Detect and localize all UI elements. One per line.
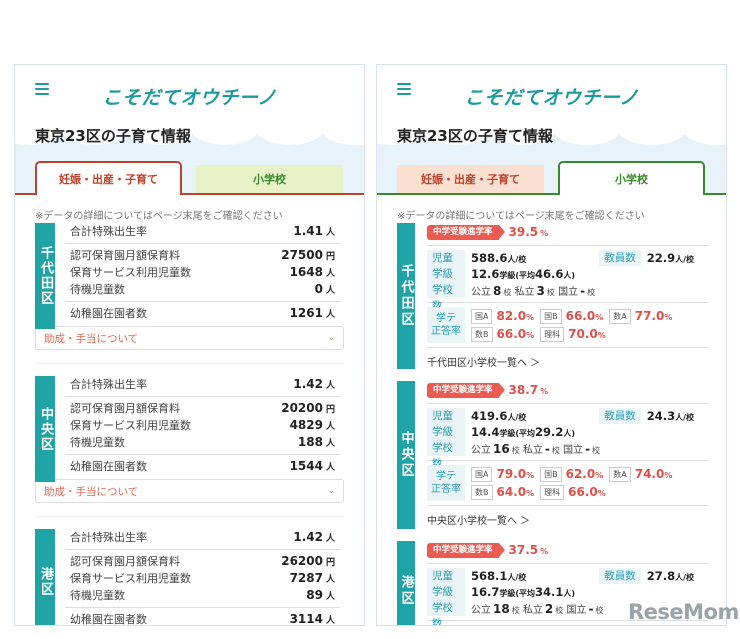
stat-row: 保育サービス利用児童数 1648 人 [70, 265, 335, 279]
tab-bar: 妊娠・出産・子育て 小学校 [15, 161, 364, 195]
tab-childcare[interactable]: 妊娠・出産・子育て [397, 165, 544, 193]
stat-row: 幼稚園在園者数 1261 人 [70, 306, 335, 320]
stat-row: 待機児童数 0 人 [70, 282, 335, 296]
ward-label: 中央区 [397, 381, 415, 529]
tab-childcare[interactable]: 妊娠・出産・子育て [35, 161, 182, 195]
chevron-down-icon: ⌄ [327, 486, 335, 496]
ward-label: 中央区 [35, 376, 55, 482]
exam-rate-badge: 中学受験進学率 [427, 224, 504, 240]
logo[interactable]: こそだてオウチーノ [464, 87, 639, 109]
childcare-screen: こそだてオウチーノ 東京23区の子育て情報 妊娠・出産・子育て 小学校 ※データ… [14, 64, 365, 626]
header: こそだてオウチーノ 東京23区の子育て情報 妊娠・出産・子育て 小学校 [15, 65, 364, 195]
elementary-screen: こそだてオウチーノ 東京23区の子育て情報 妊娠・出産・子育て 小学校 ※データ… [376, 64, 727, 626]
ward-block-chiyoda: 千代田区 合計特殊出生率 1.41 人 認可保育園月額保育料 27500 円 保育サービ… [35, 223, 344, 350]
tab-bar: 妊娠・出産・子育て 小学校 [377, 161, 726, 195]
data-note: ※データの詳細についてはページ末尾をご確認ください [397, 211, 645, 222]
tab-elementary[interactable]: 小学校 [558, 161, 705, 195]
ward-block-minato: 港区 合計特殊出生率 1.42 人 認可保育園月額保育料 26200 円 保育サービス利… [35, 529, 344, 625]
tab-elementary[interactable]: 小学校 [196, 165, 343, 193]
stat-row: 認可保育園月額保育料 27500 円 [70, 248, 335, 262]
ward-label: 千代田区 [35, 223, 55, 329]
chevron-down-icon: ⌄ [327, 333, 335, 343]
stat-row: 合計特殊出生率 1.41 人 [70, 224, 335, 238]
hamburger-menu-icon[interactable] [397, 83, 411, 95]
ward-label: 港区 [35, 529, 55, 625]
ward-label: 港区 [397, 541, 415, 625]
hamburger-menu-icon[interactable] [35, 83, 49, 95]
page-title: 東京23区の子育て情報 [397, 127, 553, 145]
logo[interactable]: こそだてオウチーノ [102, 87, 277, 109]
subsidy-accordion[interactable]: 助成・手当について ⌄ [35, 479, 344, 503]
header: こそだてオウチーノ 東京23区の子育て情報 妊娠・出産・子育て 小学校 [377, 65, 726, 195]
resemom-watermark: ReseMom [628, 600, 739, 624]
page-title: 東京23区の子育て情報 [35, 127, 191, 145]
ward-label: 千代田区 [397, 223, 415, 369]
data-note: ※データの詳細についてはページ末尾をご確認ください [35, 211, 283, 222]
test-scores: 学テ 正答率 国A 82.0% 国B 66.0% 数A 77.0% 数B 66.0% 理科 70.… [427, 307, 708, 343]
subsidy-accordion[interactable]: 助成・手当について ⌄ [35, 326, 344, 350]
school-list-link[interactable]: 千代田区小学校一覧へ ＞ [427, 358, 541, 369]
school-list-link[interactable]: 中央区小学校一覧へ ＞ [427, 516, 531, 527]
ward-block-chuo: 中央区 合計特殊出生率 1.42 人 認可保育園月額保育料 20200 円 保育サービス… [35, 376, 344, 503]
